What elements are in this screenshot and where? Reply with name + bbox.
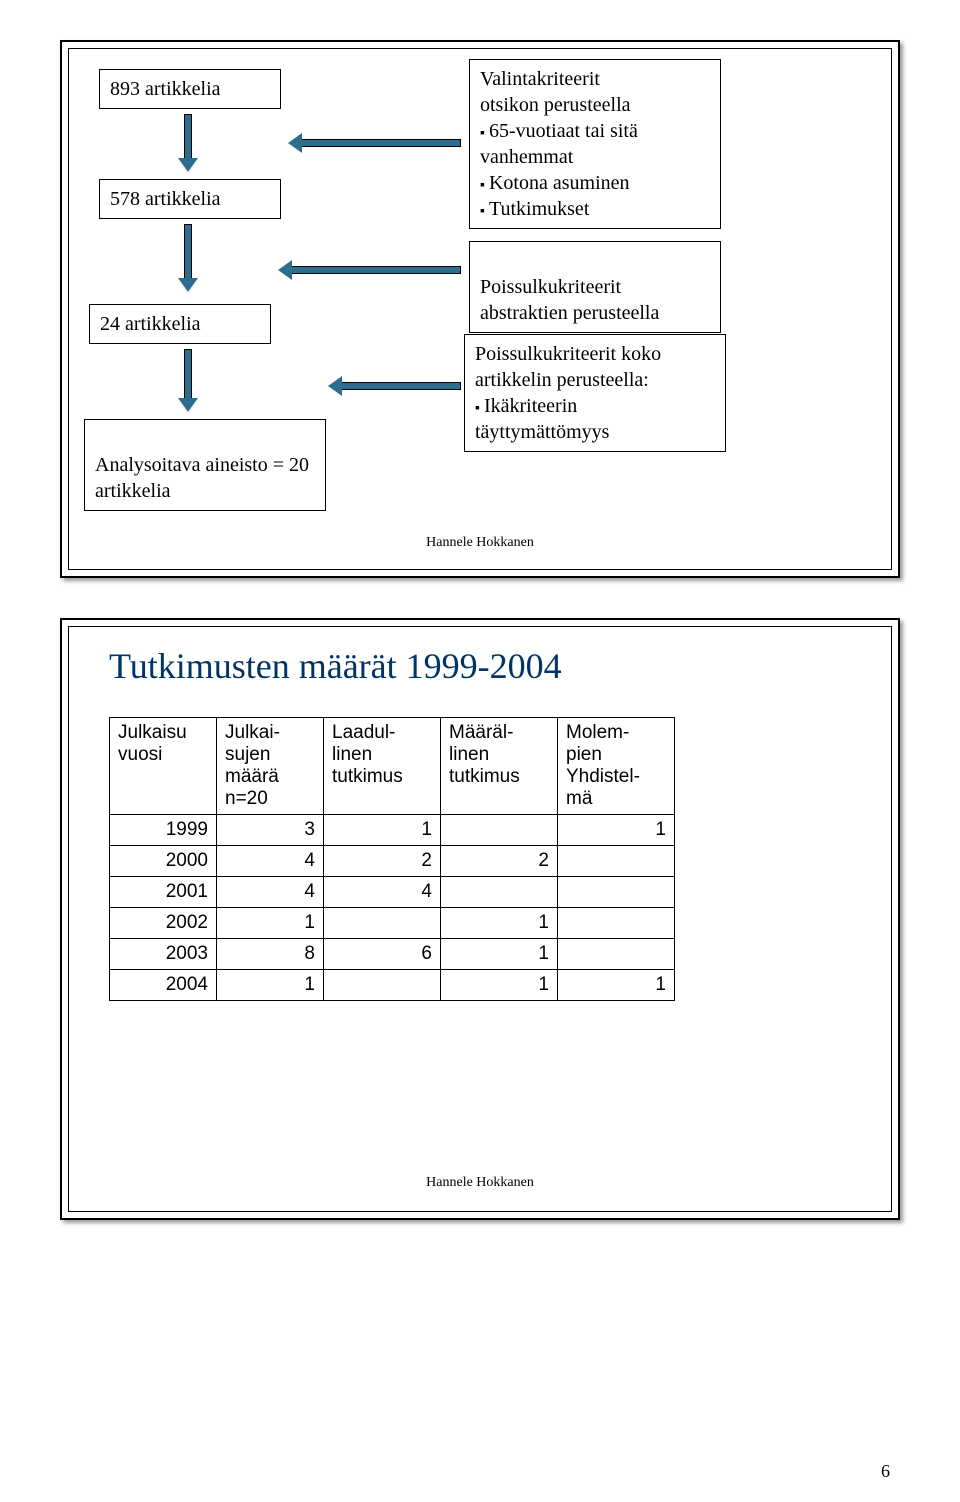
arrow-left-icon — [339, 382, 461, 390]
node-893-label: 893 artikkelia — [110, 78, 221, 100]
criteria-3-title: Poissulkukriteerit koko artikkelin perus… — [475, 341, 715, 393]
flowchart-area: 893 artikkelia 578 artikkelia 24 artikke… — [69, 49, 891, 569]
table-row: 20021 1 — [110, 908, 675, 939]
slide-flowchart-inner: 893 artikkelia 578 artikkelia 24 artikke… — [68, 48, 892, 570]
criteria-2: Poissulkukriteerit abstraktien perusteel… — [469, 241, 721, 333]
table-row: 2000422 — [110, 846, 675, 877]
node-final: Analysoitava aineisto = 20 artikkelia — [84, 419, 326, 511]
criteria-1: Valintakriteerit otsikon perusteella 65-… — [469, 59, 721, 229]
table-cell — [558, 877, 675, 908]
table-header-cell: Laadul- linen tutkimus — [324, 718, 441, 815]
table-cell: 1 — [441, 939, 558, 970]
slide-table-inner: Tutkimusten määrät 1999-2004 Julkaisu vu… — [68, 626, 892, 1212]
criteria-3-b1: Ikäkriteerin täyttymättömyys — [475, 393, 715, 445]
table-cell: 2 — [324, 846, 441, 877]
table-cell — [441, 877, 558, 908]
table-cell: 2 — [441, 846, 558, 877]
table-row: 199931 1 — [110, 815, 675, 846]
criteria-1-b2: Kotona asuminen — [480, 170, 710, 196]
table-cell — [441, 815, 558, 846]
node-578-label: 578 artikkelia — [110, 188, 221, 210]
table-cell: 3 — [217, 815, 324, 846]
table-cell: 8 — [217, 939, 324, 970]
table-cell: 4 — [217, 877, 324, 908]
slide-table: Tutkimusten määrät 1999-2004 Julkaisu vu… — [60, 618, 900, 1220]
arrow-down-icon — [184, 114, 192, 161]
table-cell: 1 — [441, 970, 558, 1001]
table-body: 199931 12000422 200144 20021 1 2003861 2… — [110, 815, 675, 1001]
criteria-1-b3: Tutkimukset — [480, 196, 710, 222]
table-cell: 1999 — [110, 815, 217, 846]
node-578: 578 artikkelia — [99, 179, 281, 219]
table-cell: 1 — [217, 970, 324, 1001]
table-cell: 1 — [217, 908, 324, 939]
table-header-row: Julkaisu vuosiJulkai- sujen määrä n=20La… — [110, 718, 675, 815]
table-cell: 2002 — [110, 908, 217, 939]
arrow-down-icon — [184, 224, 192, 281]
table-row: 20041 11 — [110, 970, 675, 1001]
table-row: 200144 — [110, 877, 675, 908]
arrow-left-icon — [299, 139, 461, 147]
node-24-label: 24 artikkelia — [100, 313, 201, 335]
slide2-title: Tutkimusten määrät 1999-2004 — [109, 645, 851, 687]
table-cell: 2003 — [110, 939, 217, 970]
table-row: 2003861 — [110, 939, 675, 970]
criteria-2-label: Poissulkukriteerit abstraktien perusteel… — [480, 276, 659, 324]
data-table: Julkaisu vuosiJulkai- sujen määrä n=20La… — [109, 717, 675, 1001]
table-header-cell: Julkaisu vuosi — [110, 718, 217, 815]
page-number: 6 — [881, 1461, 890, 1482]
table-cell: 1 — [324, 815, 441, 846]
table-cell: 4 — [324, 877, 441, 908]
table-cell: 2001 — [110, 877, 217, 908]
node-893: 893 artikkelia — [99, 69, 281, 109]
table-cell: 1 — [558, 970, 675, 1001]
slide-flowchart: 893 artikkelia 578 artikkelia 24 artikke… — [60, 40, 900, 578]
table-cell — [558, 939, 675, 970]
criteria-1-title: Valintakriteerit otsikon perusteella — [480, 66, 710, 118]
criteria-1-b1: 65-vuotiaat tai sitä vanhemmat — [480, 118, 710, 170]
criteria-3: Poissulkukriteerit koko artikkelin perus… — [464, 334, 726, 452]
table-header-cell: Julkai- sujen määrä n=20 — [217, 718, 324, 815]
table-cell — [558, 908, 675, 939]
table-header-cell: Määräl- linen tutkimus — [441, 718, 558, 815]
slide2-body: Tutkimusten määrät 1999-2004 Julkaisu vu… — [69, 627, 891, 1211]
slide1-footer: Hannele Hokkanen — [426, 535, 534, 551]
node-24: 24 artikkelia — [89, 304, 271, 344]
table-cell: 4 — [217, 846, 324, 877]
arrow-down-icon — [184, 349, 192, 401]
table-cell: 6 — [324, 939, 441, 970]
table-cell: 1 — [558, 815, 675, 846]
arrow-left-icon — [289, 266, 461, 274]
table-cell: 1 — [441, 908, 558, 939]
slide2-footer: Hannele Hokkanen — [426, 1175, 534, 1191]
table-cell — [324, 908, 441, 939]
node-final-label: Analysoitava aineisto = 20 artikkelia — [95, 454, 309, 502]
table-header-cell: Molem- pien Yhdistel- mä — [558, 718, 675, 815]
table-cell — [324, 970, 441, 1001]
table-cell: 2004 — [110, 970, 217, 1001]
table-cell: 2000 — [110, 846, 217, 877]
table-cell — [558, 846, 675, 877]
